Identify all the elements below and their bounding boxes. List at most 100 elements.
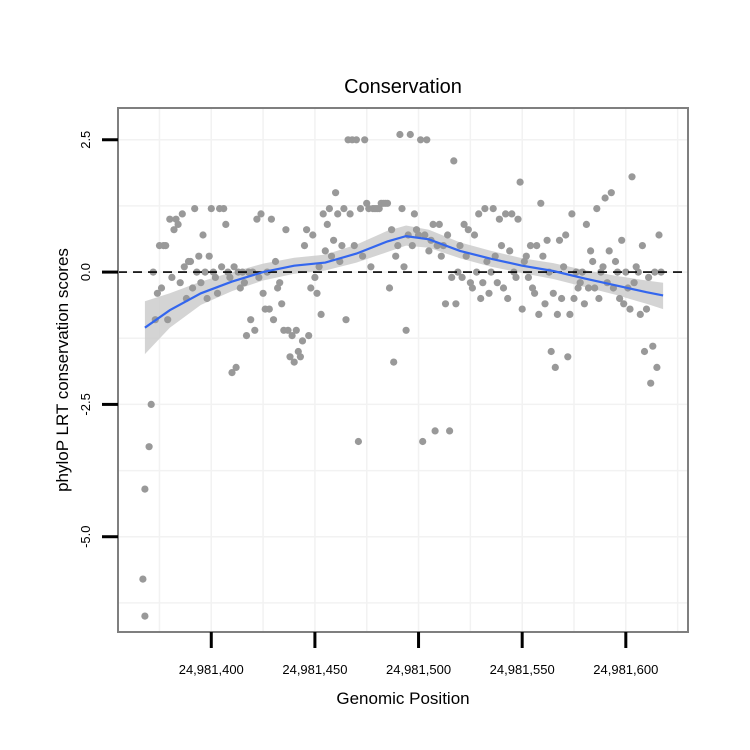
data-point — [640, 347, 649, 356]
data-point — [247, 316, 255, 324]
data-point — [537, 199, 545, 207]
data-point — [315, 263, 323, 271]
data-point — [390, 358, 398, 366]
smooth-curve-layer — [144, 234, 664, 329]
x-tick-label: 24,981,450 — [282, 662, 347, 677]
data-point — [514, 215, 522, 223]
data-point — [601, 194, 609, 202]
data-point — [242, 332, 251, 340]
data-point — [334, 210, 342, 218]
data-point — [267, 215, 275, 223]
data-point — [199, 231, 207, 239]
data-point — [568, 210, 576, 218]
data-point — [595, 294, 603, 303]
x-tick-label: 24,981,500 — [386, 662, 451, 677]
data-point — [178, 210, 186, 218]
data-point — [218, 263, 226, 271]
data-point — [342, 316, 350, 324]
data-point — [147, 400, 155, 408]
data-point — [618, 236, 626, 244]
data-point — [429, 220, 437, 228]
data-point — [298, 337, 307, 345]
data-point — [620, 300, 628, 308]
data-point — [454, 268, 462, 276]
data-point — [303, 226, 311, 234]
data-point — [271, 257, 280, 266]
data-point — [278, 300, 286, 308]
data-point — [504, 294, 512, 303]
data-point — [425, 247, 433, 255]
data-point — [157, 284, 166, 292]
data-point — [166, 215, 174, 223]
data-point — [265, 305, 273, 313]
data-point — [493, 279, 501, 287]
data-point — [251, 326, 259, 334]
data-point — [649, 342, 657, 350]
data-point — [616, 294, 624, 303]
data-point — [462, 252, 470, 260]
data-point — [253, 215, 261, 223]
data-point — [330, 236, 338, 244]
data-point — [547, 347, 555, 356]
data-point — [346, 210, 354, 218]
data-point — [543, 236, 551, 244]
data-point — [383, 199, 392, 207]
data-point — [516, 178, 524, 186]
data-point — [282, 226, 290, 234]
data-point — [319, 210, 327, 218]
data-point — [162, 242, 170, 250]
data-point — [207, 205, 215, 213]
data-point — [211, 273, 219, 281]
y-tick-label: 2.5 — [78, 131, 93, 149]
data-point — [450, 157, 458, 165]
x-tick-label: 24,981,400 — [179, 662, 244, 677]
data-point — [402, 326, 410, 334]
data-point — [483, 257, 491, 266]
data-point — [139, 575, 147, 583]
data-point — [230, 263, 238, 271]
data-point — [622, 268, 630, 276]
data-point — [255, 273, 263, 281]
data-point — [647, 379, 655, 387]
data-point — [408, 242, 416, 250]
data-point — [394, 242, 402, 250]
data-point — [292, 326, 300, 334]
plot-background — [118, 108, 688, 632]
data-point — [356, 205, 365, 213]
data-point — [276, 279, 284, 287]
data-point — [168, 273, 176, 281]
data-point — [599, 263, 607, 271]
data-point — [576, 279, 584, 287]
data-point — [226, 273, 234, 281]
data-point — [396, 130, 404, 139]
y-tick-label: -5.0 — [78, 526, 93, 548]
data-point — [435, 220, 443, 228]
data-point — [566, 310, 574, 318]
data-point — [236, 284, 244, 292]
data-point — [228, 369, 236, 377]
x-tick-label: 24,981,600 — [593, 662, 658, 677]
data-point — [587, 247, 595, 255]
data-point — [317, 310, 325, 318]
data-point — [524, 273, 533, 281]
data-point — [487, 268, 495, 276]
data-point — [541, 300, 549, 308]
data-point — [535, 310, 543, 318]
data-point — [269, 316, 278, 324]
data-point — [431, 427, 439, 435]
data-point — [441, 300, 450, 308]
data-point — [406, 130, 414, 139]
smooth-trend-line — [144, 234, 664, 329]
data-point — [470, 231, 479, 239]
data-point — [582, 220, 591, 228]
data-point — [655, 231, 663, 239]
x-axis: 24,981,400 24,981,450 24,981,500 24,981,550… — [179, 632, 658, 677]
data-point — [325, 205, 333, 213]
data-point — [313, 289, 321, 297]
data-point — [533, 242, 541, 250]
data-point — [398, 205, 406, 213]
data-point — [176, 279, 184, 287]
data-point — [526, 242, 535, 250]
data-point — [605, 247, 613, 255]
data-point — [309, 231, 317, 239]
